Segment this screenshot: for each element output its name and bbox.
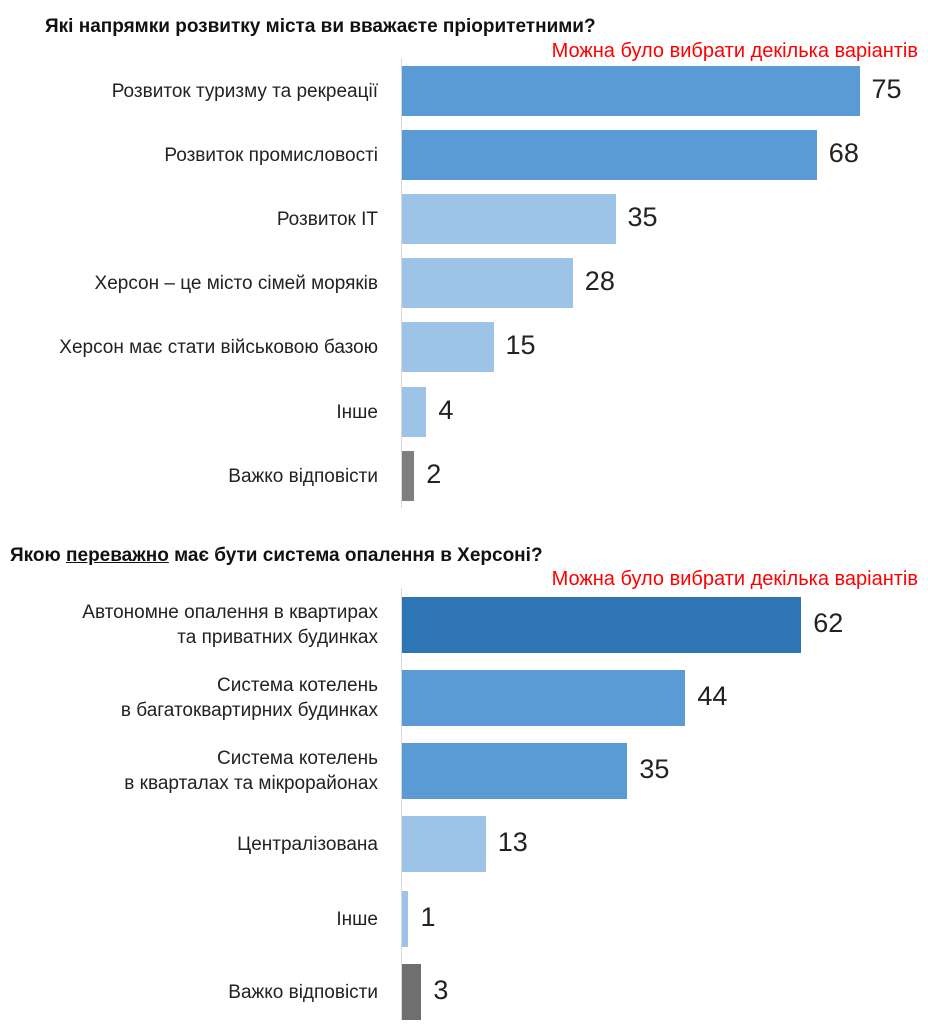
- bar: [402, 964, 422, 1020]
- data-label: 13: [497, 827, 528, 857]
- bar: [402, 322, 494, 372]
- bar: [402, 130, 817, 180]
- category-label: Система котелень в кварталах та мікрорай…: [124, 748, 378, 794]
- category-label: Розвиток ІТ: [276, 208, 378, 230]
- bar: [402, 816, 486, 872]
- bar: [402, 194, 616, 244]
- category-label: Херсон – це місто сімей моряків: [94, 272, 378, 294]
- data-label: 75: [871, 74, 902, 104]
- category-label: Система котелень в багатоквартирних буди…: [120, 675, 378, 721]
- data-label: 62: [813, 608, 844, 638]
- bar: [402, 66, 860, 116]
- category-label: Інше: [336, 908, 378, 930]
- category-label: Розвиток промисловості: [164, 144, 378, 166]
- chart1-axis: [401, 58, 402, 508]
- data-label: 44: [697, 681, 728, 711]
- chart1-note: Можна було вибрати декілька варіантів: [551, 40, 918, 62]
- chart2-title-part2: переважно: [66, 545, 169, 566]
- data-label: 3: [433, 975, 449, 1005]
- bar: [402, 258, 573, 308]
- category-label: Розвиток туризму та рекреації: [111, 80, 378, 102]
- bar: [402, 743, 628, 799]
- data-label: 2: [426, 459, 442, 489]
- chart2-title: Якою переважно має бути система опалення…: [10, 545, 543, 567]
- data-label: 15: [505, 330, 536, 360]
- category-label: Важко відповісти: [228, 981, 378, 1003]
- category-label: Херсон має стати військовою базою: [59, 336, 378, 358]
- bar: [402, 387, 427, 437]
- category-label: Автономне опалення в квартирах та приват…: [82, 602, 378, 648]
- bar: [402, 891, 409, 947]
- chart2-note: Можна було вибрати декілька варіантів: [551, 568, 918, 590]
- bar: [402, 597, 802, 653]
- data-label: 35: [627, 202, 658, 232]
- chart1-title: Які напрямки розвитку міста ви вважаєте …: [45, 16, 596, 37]
- chart2-axis: [401, 588, 402, 1020]
- data-label: 1: [420, 902, 436, 932]
- category-label: Важко відповісти: [228, 465, 378, 487]
- bar: [402, 670, 686, 726]
- data-label: 28: [584, 266, 615, 296]
- data-label: 4: [438, 395, 454, 425]
- chart2-title-part1: Якою: [10, 545, 67, 566]
- bar: [402, 451, 415, 501]
- data-label: 68: [828, 138, 859, 168]
- category-label: Інше: [336, 401, 378, 423]
- chart2-title-part3: має бути система опалення в Херсоні?: [168, 545, 543, 566]
- data-label: 35: [639, 754, 670, 784]
- category-label: Централізована: [237, 833, 378, 855]
